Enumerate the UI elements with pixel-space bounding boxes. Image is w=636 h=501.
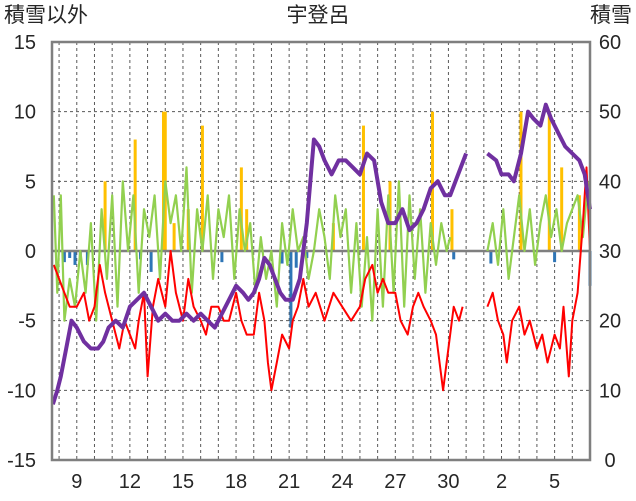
frame-layer bbox=[50, 40, 592, 462]
left-tick-label: -5 bbox=[18, 311, 36, 333]
x-tick-label: 15 bbox=[172, 471, 194, 493]
blue-bar bbox=[489, 251, 493, 264]
blue-bar bbox=[553, 251, 557, 263]
right-axis-title: 積雪 bbox=[590, 4, 632, 27]
left-tick-label: 10 bbox=[14, 102, 36, 124]
blue-bar bbox=[289, 251, 293, 328]
blue-bar bbox=[305, 251, 309, 258]
blue-bar bbox=[149, 251, 153, 272]
x-tick-label: 24 bbox=[331, 471, 353, 493]
right-tick-label: 50 bbox=[599, 102, 621, 124]
blue-bar bbox=[294, 251, 298, 268]
right-tick-label: 60 bbox=[599, 32, 621, 54]
orange-bar bbox=[103, 181, 107, 251]
orange-bar bbox=[200, 125, 204, 251]
orange-bar bbox=[519, 111, 523, 252]
orange-bar bbox=[161, 111, 165, 252]
orange-bar bbox=[450, 209, 454, 251]
snow-depth-line bbox=[50, 102, 592, 405]
green-series-line bbox=[52, 166, 590, 322]
orange-bar bbox=[547, 111, 551, 252]
x-tick-label: 2 bbox=[496, 471, 507, 493]
line-layer bbox=[50, 102, 592, 405]
right-tick-label: 30 bbox=[599, 241, 621, 263]
left-axis-title: 積雪以外 bbox=[4, 4, 88, 27]
left-tick-label: 15 bbox=[14, 32, 36, 54]
x-tick-label: 9 bbox=[71, 471, 82, 493]
right-tick-label: 10 bbox=[599, 380, 621, 402]
blue-bar bbox=[280, 251, 284, 264]
orange-bar bbox=[133, 139, 137, 251]
x-tick-label: 18 bbox=[225, 471, 247, 493]
x-tick-label: 27 bbox=[384, 471, 406, 493]
left-tick-label: 0 bbox=[25, 241, 36, 263]
chart-title: 宇登呂 bbox=[287, 4, 350, 27]
plot-frame bbox=[50, 40, 592, 462]
left-tick-label: 5 bbox=[25, 171, 36, 193]
x-tick-label: 30 bbox=[437, 471, 459, 493]
x-tick-label: 12 bbox=[119, 471, 141, 493]
orange-bar bbox=[577, 195, 581, 251]
orange-bar bbox=[239, 167, 243, 251]
x-tick-label: 21 bbox=[278, 471, 300, 493]
blue-bar bbox=[452, 251, 456, 260]
orange-bar bbox=[560, 167, 564, 251]
x-tick-label: 5 bbox=[549, 471, 560, 493]
blue-bar bbox=[220, 251, 224, 263]
orange-bar bbox=[361, 125, 365, 251]
orange-bar bbox=[245, 209, 249, 251]
axis-titles: 積雪以外 宇登呂 積雪 bbox=[4, 4, 632, 27]
blue-bar bbox=[68, 251, 72, 258]
right-tick-label: 20 bbox=[599, 311, 621, 333]
orange-bar bbox=[430, 111, 434, 252]
right-tick-label: 40 bbox=[599, 171, 621, 193]
orange-bar bbox=[172, 223, 176, 251]
blue-bar bbox=[73, 251, 77, 265]
right-tick-label: 0 bbox=[604, 450, 615, 472]
blue-bar bbox=[62, 251, 66, 263]
left-tick-label: -15 bbox=[7, 450, 36, 472]
left-tick-label: -10 bbox=[7, 380, 36, 402]
red-temperature-line bbox=[52, 166, 591, 392]
